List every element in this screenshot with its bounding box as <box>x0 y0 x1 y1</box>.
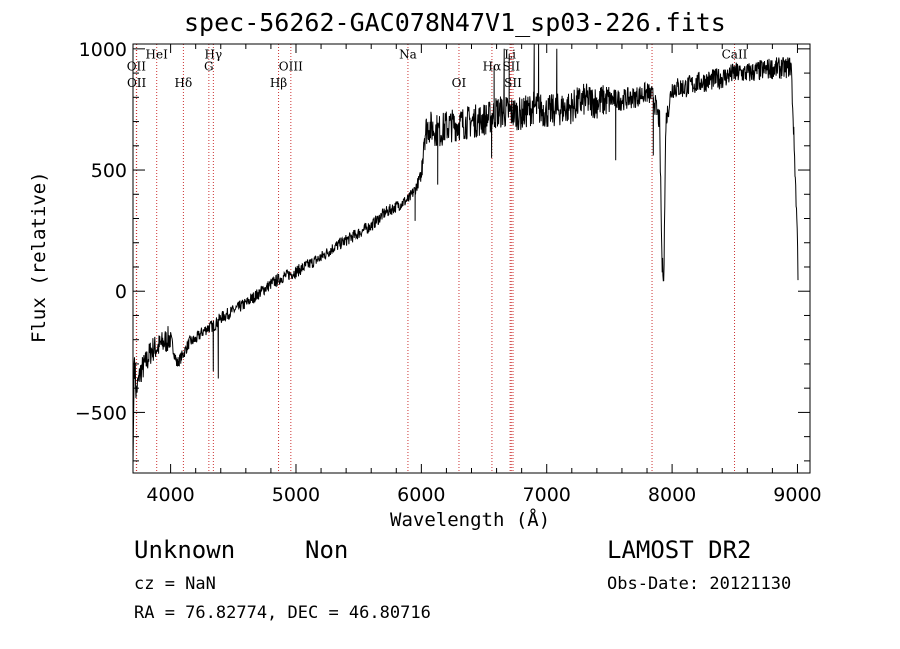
x-tick-label: 8000 <box>648 484 696 506</box>
line-label: OII <box>127 76 147 90</box>
x-tick-label: 6000 <box>397 484 445 506</box>
line-label: Na <box>399 48 417 62</box>
line-label: CaII <box>722 48 748 62</box>
y-tick-label: 500 <box>91 160 127 182</box>
line-label: Hβ <box>270 76 287 90</box>
y-tick-label: −500 <box>75 402 127 424</box>
x-axis-label: Wavelength (Å) <box>390 509 551 531</box>
y-axis: −500 0 500 1000 <box>75 39 810 462</box>
line-label: Li <box>504 48 516 62</box>
line-label: G <box>204 60 214 74</box>
observation-date: Obs-Date: 20121130 <box>607 574 792 594</box>
x-tick-label: 5000 <box>272 484 320 506</box>
line-label: OI <box>452 76 467 90</box>
object-class: Unknown <box>134 536 236 564</box>
line-label: HeI <box>146 48 169 62</box>
y-axis-label: Flux (relative) <box>28 171 50 343</box>
coordinates-ra-dec: RA = 76.82774, DEC = 46.80716 <box>134 603 431 623</box>
x-tick-label: 7000 <box>523 484 571 506</box>
chart-title: spec-56262-GAC078N47V1_sp03-226.fits <box>184 8 726 37</box>
line-label: SII <box>502 60 520 74</box>
line-label: SII <box>504 76 522 90</box>
x-axis: 4000 5000 6000 7000 8000 9000 <box>146 44 822 506</box>
y-tick-label: 1000 <box>79 39 127 61</box>
line-markers <box>135 44 736 473</box>
line-label: Hα <box>483 60 502 74</box>
line-label: Hδ <box>175 76 193 90</box>
plot-frame <box>132 43 811 474</box>
spectrum-line <box>132 43 799 466</box>
x-tick-label: 4000 <box>146 484 194 506</box>
line-label: Hγ <box>205 48 223 62</box>
line-label: OII <box>127 60 147 74</box>
redshift-cz: cz = NaN <box>134 574 216 594</box>
x-tick-label: 9000 <box>773 484 821 506</box>
object-subclass: Non <box>305 536 349 564</box>
y-tick-label: 0 <box>115 281 127 303</box>
survey-name: LAMOST DR2 <box>607 536 752 564</box>
line-label: OIII <box>279 60 303 74</box>
